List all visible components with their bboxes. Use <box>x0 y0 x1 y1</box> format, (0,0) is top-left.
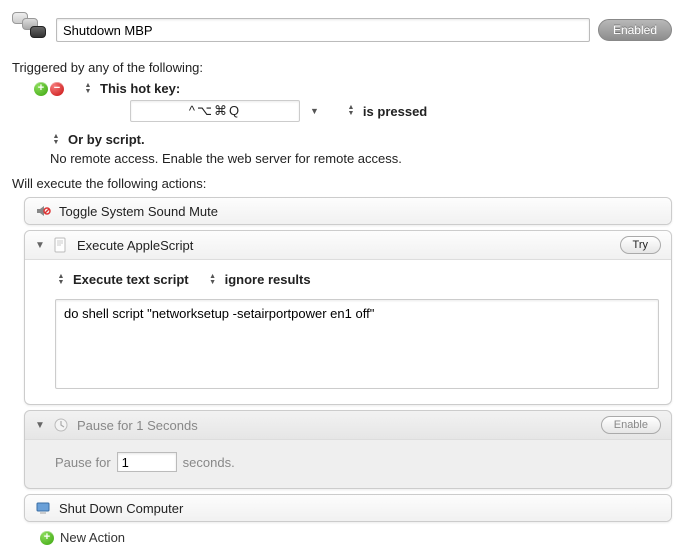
or-script-label: Or by script. <box>68 132 145 147</box>
script-mode-label: Execute text script <box>73 272 189 287</box>
hotkey-label: This hot key: <box>100 81 180 96</box>
action-execute-applescript: ▼ Execute AppleScript Try ▲▼ Execute tex… <box>24 230 672 405</box>
action-toggle-mute[interactable]: Toggle System Sound Mute <box>24 197 672 225</box>
action-title: Execute AppleScript <box>77 238 193 253</box>
action-header[interactable]: ▼ Pause for 1 Seconds Enable <box>25 411 671 440</box>
clock-icon <box>53 417 69 433</box>
action-title: Toggle System Sound Mute <box>59 204 218 219</box>
hotkey-state-label: is pressed <box>363 104 427 119</box>
trigger-type-popup[interactable]: ▲▼ <box>82 83 94 95</box>
triggers-heading: Triggered by any of the following: <box>12 60 672 75</box>
pause-prefix: Pause for <box>55 455 111 470</box>
add-action-button[interactable]: + <box>40 531 54 545</box>
disclosure-triangle-icon[interactable]: ▼ <box>35 240 45 251</box>
disclosure-triangle-icon[interactable]: ▼ <box>35 420 45 431</box>
remote-access-note: No remote access. Enable the web server … <box>50 151 402 166</box>
action-shutdown[interactable]: Shut Down Computer <box>24 494 672 522</box>
result-mode-label: ignore results <box>225 272 311 287</box>
macro-icon <box>12 12 48 48</box>
add-trigger-button[interactable]: + <box>34 82 48 96</box>
script-mode-popup[interactable]: ▲▼ <box>55 274 67 286</box>
action-pause: ▼ Pause for 1 Seconds Enable Pause for s… <box>24 410 672 489</box>
new-action-label: New Action <box>60 530 125 545</box>
action-title: Shut Down Computer <box>59 501 183 516</box>
script-textarea[interactable]: do shell script "networksetup -setairpor… <box>55 299 659 389</box>
script-icon <box>53 237 69 253</box>
or-script-popup[interactable]: ▲▼ <box>50 134 62 146</box>
macro-title-input[interactable] <box>56 18 590 42</box>
power-icon <box>35 500 51 516</box>
enabled-toggle-button[interactable]: Enabled <box>598 19 672 41</box>
enable-button[interactable]: Enable <box>601 416 661 434</box>
action-title: Pause for 1 Seconds <box>77 418 198 433</box>
try-button[interactable]: Try <box>620 236 661 254</box>
action-header[interactable]: ▼ Execute AppleScript Try <box>25 231 671 260</box>
actions-heading: Will execute the following actions: <box>12 176 672 191</box>
hotkey-state-popup[interactable]: ▲▼ <box>345 105 357 117</box>
pause-seconds-input[interactable] <box>117 452 177 472</box>
result-mode-popup[interactable]: ▲▼ <box>207 274 219 286</box>
speaker-mute-icon <box>35 203 51 219</box>
hotkey-input[interactable]: ^⌥⌘Q <box>130 100 300 122</box>
remove-trigger-button[interactable]: − <box>50 82 64 96</box>
pause-suffix: seconds. <box>183 455 235 470</box>
hotkey-variant-popup[interactable]: ▼ <box>310 106 319 116</box>
